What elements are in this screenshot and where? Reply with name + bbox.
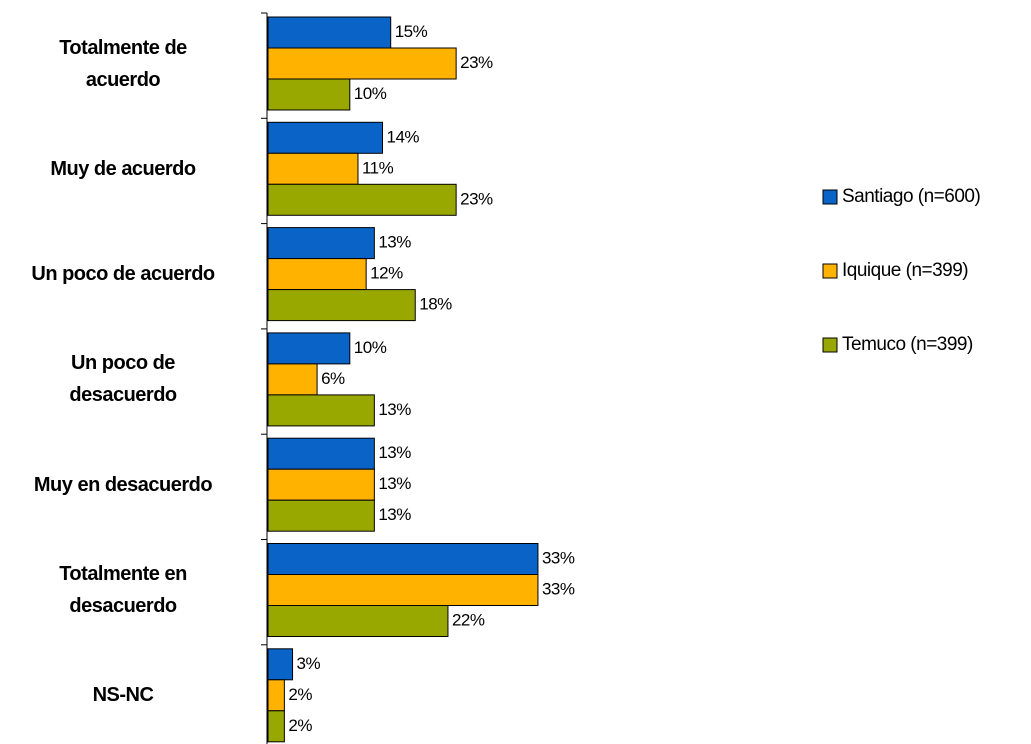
bar — [267, 183, 457, 216]
bar — [267, 679, 285, 712]
data-label: 2% — [288, 685, 312, 704]
legend-label: Iquique (n=399) — [842, 260, 968, 281]
data-label: 12% — [370, 264, 403, 283]
category-label: Totalmente de acuerdo — [59, 36, 187, 91]
category-label: Un poco de acuerdo — [31, 263, 215, 286]
data-label: 13% — [378, 233, 411, 252]
data-label: 33% — [542, 579, 575, 598]
data-label: 23% — [460, 53, 493, 72]
data-label: 13% — [378, 443, 411, 462]
bar — [267, 16, 392, 49]
data-label: 13% — [378, 474, 411, 493]
category-label: Muy de acuerdo — [50, 157, 196, 180]
bar — [267, 468, 375, 501]
data-label: 33% — [542, 548, 575, 567]
data-label: 14% — [387, 127, 420, 146]
category-label: Totalmente en desacuerdo — [59, 563, 187, 617]
data-label: 10% — [354, 338, 387, 357]
bar — [267, 710, 285, 743]
bar — [267, 394, 375, 427]
data-label: 3% — [297, 654, 321, 673]
bar — [267, 152, 359, 185]
data-label: 11% — [362, 158, 394, 177]
bar — [267, 289, 416, 322]
bar — [267, 258, 367, 291]
data-label: 13% — [378, 400, 411, 419]
category-label: Un poco de desacuerdo — [69, 352, 177, 407]
data-label: 6% — [321, 369, 345, 388]
data-label: 10% — [354, 84, 387, 103]
bar — [267, 363, 318, 396]
bar — [267, 574, 539, 606]
data-label: 13% — [378, 505, 411, 524]
data-label: 2% — [288, 716, 312, 735]
legend-swatch — [822, 337, 838, 353]
data-label: 18% — [419, 295, 452, 314]
legend-label: Temuco (n=399) — [842, 334, 973, 355]
bar — [267, 78, 351, 111]
bar — [267, 121, 384, 154]
bar — [267, 437, 375, 470]
bar — [267, 47, 457, 80]
bar — [267, 648, 294, 681]
data-label: 23% — [460, 189, 493, 208]
legend-swatch — [822, 263, 838, 279]
data-label: 15% — [395, 22, 428, 41]
data-label: 22% — [452, 610, 485, 629]
bar — [267, 332, 351, 365]
bar — [267, 543, 539, 575]
bar — [267, 227, 375, 260]
bar — [267, 605, 449, 637]
category-label: Muy en desacuerdo — [33, 473, 213, 496]
bar — [267, 499, 375, 532]
legend-label: Santiago (n=600) — [842, 186, 980, 207]
legend-swatch — [822, 189, 838, 205]
category-label: NS-NC — [92, 684, 154, 707]
